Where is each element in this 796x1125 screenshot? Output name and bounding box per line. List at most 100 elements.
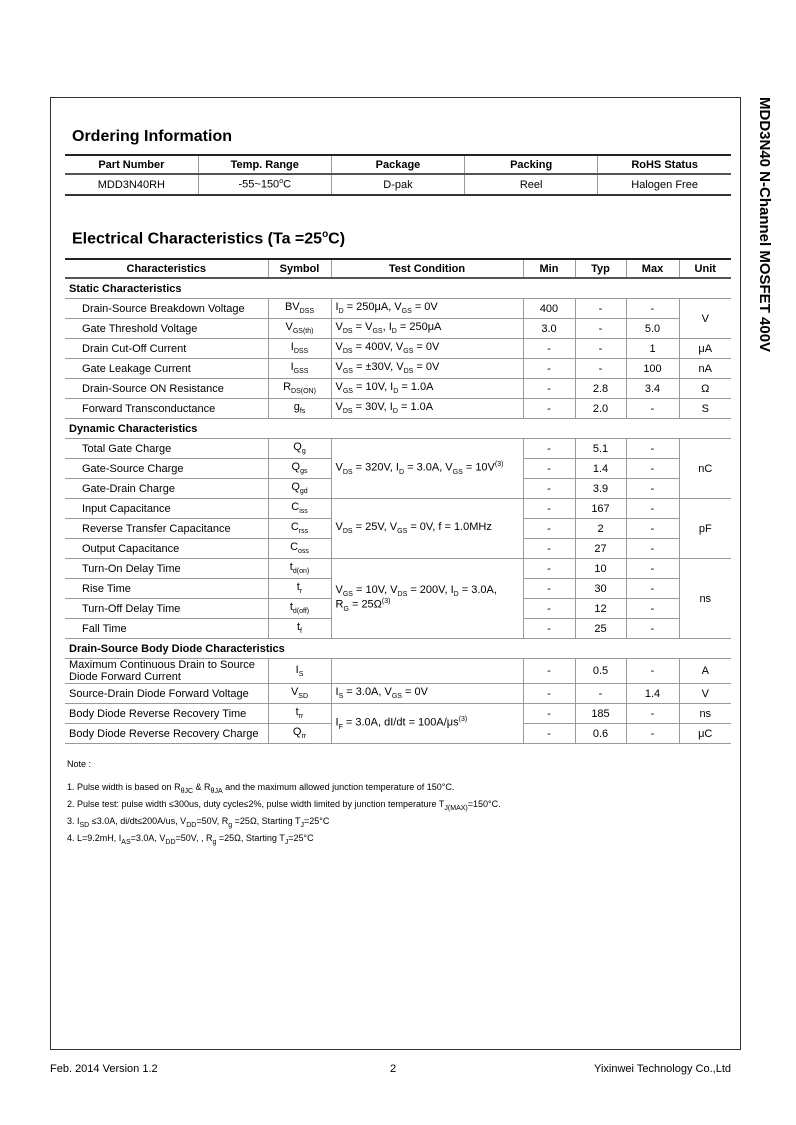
characteristic-name: Gate-Source Charge [65, 458, 268, 479]
column-header: Part Number [65, 154, 199, 175]
max-value: 1.4 [625, 683, 679, 704]
min-value: - [522, 378, 575, 399]
characteristic-name: Rise Time [65, 578, 268, 599]
max-value: - [625, 723, 679, 744]
table-row: Body Diode Reverse Recovery Time trr IF = … [65, 703, 731, 744]
side-title: MDD3N40 N-Channel MOSFET 400V [756, 97, 773, 353]
characteristic-name: Body Diode Reverse Recovery Time [65, 703, 268, 724]
column-header: Test Condition [330, 258, 523, 279]
symbol: Qrr [267, 723, 331, 744]
table-row: Drain-Source ON Resistance RDS(ON) VGS = 1… [65, 378, 731, 399]
typ-value: 185 [574, 703, 626, 724]
max-value: - [625, 538, 679, 559]
characteristic-name: Input Capacitance [65, 498, 268, 519]
unit: V [678, 683, 731, 704]
test-condition: VDS = 320V, ID = 3.0A, VGS = 10V(3) [330, 438, 523, 499]
typ-value: 3.9 [574, 478, 626, 499]
max-value: - [625, 558, 679, 579]
characteristic-name: Fall Time [65, 618, 268, 639]
max-value: - [625, 518, 679, 539]
min-value: 3.0 [522, 318, 575, 339]
characteristic-name: Reverse Transfer Capacitance [65, 518, 268, 539]
table-row: Drain Cut-Off Current IDSS VDS = 400V, VGS… [65, 338, 731, 359]
min-value: - [522, 578, 575, 599]
symbol: tf [267, 618, 331, 639]
ordering-title: Ordering Information [72, 128, 232, 145]
typ-value: 27 [574, 538, 626, 559]
footer-version: Feb. 2014 Version 1.2 [50, 1063, 158, 1075]
symbol: IGSS [267, 358, 331, 379]
table-row: Total Gate Charge Qg VDS = 320V, ID = 3.0A… [65, 438, 731, 499]
symbol: Ciss [267, 498, 331, 519]
section-header-row: Drain-Source Body Diode Characteristics [65, 638, 731, 659]
table-cell: -55~150oC [197, 174, 332, 196]
characteristic-name: Total Gate Charge [65, 438, 268, 459]
column-header: Typ [574, 258, 626, 279]
table-cell: Halogen Free [597, 174, 731, 196]
max-value: - [625, 703, 679, 724]
characteristic-name: Forward Transconductance [65, 398, 268, 419]
table-row: Output Capacitance Coss -27- [65, 538, 731, 559]
test-condition: VGS = ±30V, VDS = 0V [330, 358, 523, 379]
table-row: MDD3N40RH -55~150oC D-pak Reel Halogen Free [65, 174, 731, 196]
characteristic-name: Maximum Continuous Drain to Source Diode… [65, 658, 268, 684]
test-condition: IF = 3.0A, dI/dt = 100A/μs(3) [330, 703, 523, 744]
symbol: VSD [267, 683, 331, 704]
max-value: - [625, 458, 679, 479]
symbol: trr [267, 703, 331, 724]
max-value: - [625, 438, 679, 459]
max-value: 100 [625, 358, 679, 379]
min-value: - [522, 558, 575, 579]
typ-value: - [574, 338, 626, 359]
section-title: Static Characteristics [65, 278, 731, 299]
min-value: - [522, 498, 575, 519]
min-value: - [522, 338, 575, 359]
note-item: 1. Pulse width is based on RθJC & RθJA a… [67, 781, 455, 795]
typ-value: 1.4 [574, 458, 626, 479]
typ-value: 2.0 [574, 398, 626, 419]
characteristic-name: Turn-Off Delay Time [65, 598, 268, 619]
typ-value: 0.5 [574, 658, 626, 684]
typ-value: 167 [574, 498, 626, 519]
unit: ns [678, 703, 731, 724]
table-row: Source-Drain Diode Forward Voltage VSD IS … [65, 683, 731, 704]
test-condition: VDS = VGS, ID = 250μA [330, 318, 523, 339]
max-value: - [625, 618, 679, 639]
min-value: - [522, 518, 575, 539]
characteristic-name: Drain-Source ON Resistance [65, 378, 268, 399]
characteristic-name: Turn-On Delay Time [65, 558, 268, 579]
typ-value: - [574, 358, 626, 379]
ordering-table: Part Number Temp. Range Package Packing RoHS… [65, 154, 731, 196]
note-item: 3. ISD ≤3.0A, di/dt≤200A/us, VDD=50V, Rg… [67, 816, 330, 829]
table-row: Gate Leakage Current IGSS VGS = ±30V, VDS … [65, 358, 731, 379]
electrical-title: Electrical Characteristics (Ta =25oC) [72, 229, 346, 248]
characteristic-name: Source-Drain Diode Forward Voltage [65, 683, 268, 704]
test-condition: ID = 250μA, VGS = 0V [330, 298, 523, 319]
test-condition: VDS = 400V, VGS = 0V [330, 338, 523, 359]
section-header-row: Dynamic Characteristics [65, 418, 731, 439]
typ-value: 0.6 [574, 723, 626, 744]
characteristic-name: Drain-Source Breakdown Voltage [65, 298, 268, 319]
column-header: RoHS Status [597, 154, 731, 175]
column-header: Characteristics [65, 258, 268, 279]
column-header: Min [522, 258, 575, 279]
min-value: - [522, 618, 575, 639]
unit: pF [678, 498, 731, 559]
column-header: Package [330, 154, 465, 175]
symbol: tr [267, 578, 331, 599]
typ-value: 25 [574, 618, 626, 639]
notes-label: Note : [67, 759, 92, 769]
table-row: Gate-Drain Charge Qgd -3.9- [65, 478, 731, 499]
max-value: - [625, 478, 679, 499]
table-row: Gate Threshold Voltage VGS(th) VDS = VGS, … [65, 318, 731, 339]
column-header: Max [625, 258, 679, 279]
column-header: Packing [464, 154, 598, 175]
unit: nA [678, 358, 731, 379]
max-value: 5.0 [625, 318, 679, 339]
test-condition: VDS = 25V, VGS = 0V, f = 1.0MHz [330, 498, 523, 559]
min-value: - [522, 358, 575, 379]
table-row: Turn-On Delay Time td(on) VGS = 10V, VDS =… [65, 558, 731, 639]
max-value: - [625, 578, 679, 599]
typ-value: 12 [574, 598, 626, 619]
